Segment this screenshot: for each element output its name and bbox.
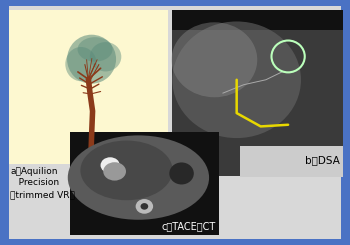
Ellipse shape: [172, 22, 301, 138]
Bar: [240, 146, 343, 177]
Ellipse shape: [65, 47, 97, 81]
Ellipse shape: [80, 141, 173, 200]
Ellipse shape: [172, 22, 257, 97]
Text: c：TACE後CT: c：TACE後CT: [161, 221, 215, 232]
Bar: [9, 10, 168, 164]
Ellipse shape: [90, 42, 121, 72]
Ellipse shape: [100, 157, 120, 173]
Ellipse shape: [78, 37, 113, 62]
Ellipse shape: [141, 203, 148, 210]
Bar: [70, 132, 219, 235]
Ellipse shape: [68, 135, 209, 220]
Text: a：Aquilion
   Precision
（trimmed VR）: a：Aquilion Precision （trimmed VR）: [10, 167, 75, 199]
Ellipse shape: [136, 199, 153, 214]
Text: b：DSA: b：DSA: [305, 156, 340, 166]
FancyBboxPatch shape: [9, 6, 341, 239]
Bar: [172, 10, 343, 30]
Ellipse shape: [67, 35, 116, 84]
Bar: [172, 10, 343, 176]
Ellipse shape: [169, 162, 194, 184]
Ellipse shape: [103, 162, 126, 181]
